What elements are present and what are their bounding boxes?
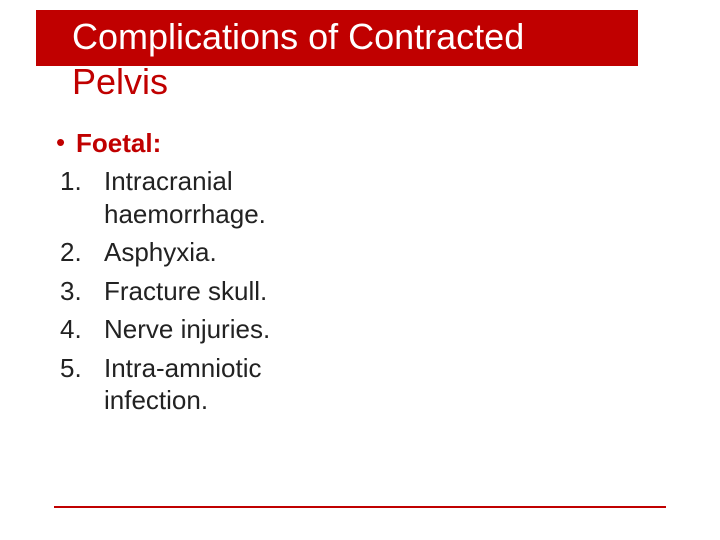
list-text: Intracranial haemorrhage. [104,165,356,230]
bullet-label: Foetal: [76,128,161,159]
bullet-dot: • [56,128,76,157]
list-text: Asphyxia. [104,236,217,269]
list-item: 4. Nerve injuries. [56,313,356,346]
list-item: 5. Intra-amniotic infection. [56,352,356,417]
list-text: Fracture skull. [104,275,267,308]
list-number: 1. [56,165,104,198]
slide-title: Complications of Contracted Pelvis [72,14,672,104]
list-item: 3. Fracture skull. [56,275,356,308]
bullet-heading: • Foetal: [56,128,356,159]
bottom-underline [54,506,666,508]
list-item: 2. Asphyxia. [56,236,356,269]
title-line-1: Complications of Contracted [72,16,524,57]
list-item: 1. Intracranial haemorrhage. [56,165,356,230]
numbered-list: 1. Intracranial haemorrhage. 2. Asphyxia… [56,165,356,417]
title-line-2: Pelvis [72,61,168,102]
list-text: Intra-amniotic infection. [104,352,356,417]
content-area: • Foetal: 1. Intracranial haemorrhage. 2… [56,128,356,423]
list-number: 4. [56,313,104,346]
list-number: 5. [56,352,104,385]
list-number: 2. [56,236,104,269]
list-text: Nerve injuries. [104,313,270,346]
list-number: 3. [56,275,104,308]
